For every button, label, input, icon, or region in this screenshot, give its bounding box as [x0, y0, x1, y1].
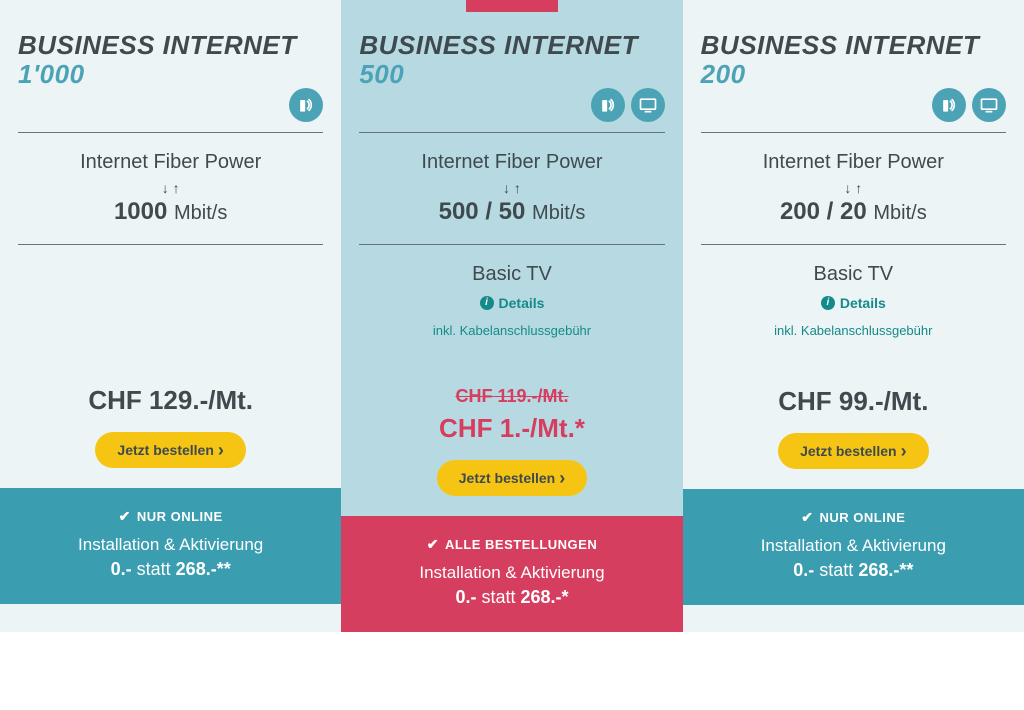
install-price: 0.- statt 268.-** — [701, 560, 1006, 581]
plan-header: BUSINESS INTERNET 500 — [341, 12, 682, 132]
price: CHF 1.-/Mt.* — [359, 413, 664, 444]
footer-badge: ✔ NUR ONLINE — [119, 508, 223, 525]
speed-arrows-icon: ↓ ↑ — [701, 180, 1006, 196]
install-price-bold: 0.- — [455, 587, 476, 607]
speed-unit: Mbit/s — [873, 202, 926, 224]
tv-title: Basic TV — [359, 263, 664, 286]
details-link[interactable]: i Details — [821, 295, 886, 311]
plan-subtitle: 500 — [359, 59, 664, 90]
footer-badge-text: NUR ONLINE — [819, 510, 905, 525]
fiber-section: Internet Fiber Power ↓ ↑ 200 / 20 Mbit/s — [683, 133, 1024, 244]
fiber-title: Internet Fiber Power — [701, 151, 1006, 174]
price-section: CHF 99.-/Mt. Jetzt bestellen — [683, 356, 1024, 489]
tv-section — [0, 245, 341, 355]
check-icon: ✔ — [427, 536, 439, 553]
install-price-old: 268.-** — [858, 560, 913, 580]
speed-arrows-icon: ↓ ↑ — [359, 180, 664, 196]
plan-column-0: BUSINESS INTERNET 1'000 Internet Fiber P… — [0, 0, 341, 632]
fiber-section: Internet Fiber Power ↓ ↑ 500 / 50 Mbit/s — [341, 133, 682, 244]
plan-subtitle: 1'000 — [18, 59, 323, 90]
cable-note: inkl. Kabelanschlussgebühr — [701, 323, 1006, 338]
plan-footer: ✔ NUR ONLINE Installation & Aktivierung … — [683, 489, 1024, 605]
details-label: Details — [840, 295, 886, 311]
footer-badge-text: NUR ONLINE — [137, 509, 223, 524]
speed-bold: 1000 — [114, 198, 167, 225]
speed-bold: 200 / 20 — [780, 198, 867, 225]
speed-value: 1000 Mbit/s — [18, 198, 323, 226]
router-icon — [932, 88, 966, 122]
tv-icon — [631, 88, 665, 122]
router-icon — [289, 88, 323, 122]
footer-badge-text: ALLE BESTELLUNGEN — [445, 537, 597, 552]
fiber-title: Internet Fiber Power — [359, 151, 664, 174]
speed-value: 200 / 20 Mbit/s — [701, 198, 1006, 226]
install-label: Installation & Aktivierung — [18, 535, 323, 555]
router-icon — [591, 88, 625, 122]
plan-footer: ✔ NUR ONLINE Installation & Aktivierung … — [0, 488, 341, 604]
tv-title: Basic TV — [701, 263, 1006, 286]
price-section: CHF 129.-/Mt. Jetzt bestellen — [0, 355, 341, 488]
install-price: 0.- statt 268.-* — [359, 587, 664, 608]
plan-header: BUSINESS INTERNET 200 — [683, 12, 1024, 132]
top-badge — [683, 0, 1024, 12]
price: CHF 99.-/Mt. — [701, 386, 1006, 417]
order-label: Jetzt bestellen — [117, 442, 213, 458]
top-badge — [466, 0, 558, 12]
details-label: Details — [499, 295, 545, 311]
check-icon: ✔ — [119, 508, 131, 525]
install-label: Installation & Aktivierung — [701, 536, 1006, 556]
price: CHF 129.-/Mt. — [18, 385, 323, 416]
cable-note: inkl. Kabelanschlussgebühr — [359, 323, 664, 338]
order-button[interactable]: Jetzt bestellen — [95, 432, 245, 468]
plan-title: BUSINESS INTERNET — [359, 32, 664, 59]
order-label: Jetzt bestellen — [800, 443, 896, 459]
install-price: 0.- statt 268.-** — [18, 559, 323, 580]
tv-icon — [972, 88, 1006, 122]
top-badge — [0, 0, 341, 12]
price-section: CHF 119.-/Mt. CHF 1.-/Mt.* Jetzt bestellen — [341, 356, 682, 516]
plan-footer: ✔ ALLE BESTELLUNGEN Installation & Aktiv… — [341, 516, 682, 632]
speed-unit: Mbit/s — [532, 202, 585, 224]
speed-value: 500 / 50 Mbit/s — [359, 198, 664, 226]
plan-column-1: BUSINESS INTERNET 500 Internet Fiber Pow… — [341, 0, 682, 632]
install-statt: statt — [481, 587, 515, 607]
footer-badge: ✔ ALLE BESTELLUNGEN — [427, 536, 597, 553]
install-price-old: 268.-* — [521, 587, 569, 607]
footer-badge: ✔ NUR ONLINE — [801, 509, 905, 526]
tv-section: Basic TV i Details inkl. Kabelanschlussg… — [683, 245, 1024, 356]
plan-subtitle: 200 — [701, 59, 1006, 90]
check-icon: ✔ — [801, 509, 813, 526]
fiber-section: Internet Fiber Power ↓ ↑ 1000 Mbit/s — [0, 133, 341, 244]
install-statt: statt — [819, 560, 853, 580]
install-price-bold: 0.- — [793, 560, 814, 580]
info-icon: i — [821, 296, 835, 310]
plan-icons — [591, 88, 665, 122]
order-button[interactable]: Jetzt bestellen — [778, 433, 928, 469]
old-price: CHF 119.-/Mt. — [359, 386, 664, 407]
speed-arrows-icon: ↓ ↑ — [18, 180, 323, 196]
tv-section: Basic TV i Details inkl. Kabelanschlussg… — [341, 245, 682, 356]
install-label: Installation & Aktivierung — [359, 563, 664, 583]
install-price-old: 268.-** — [176, 559, 231, 579]
install-price-bold: 0.- — [111, 559, 132, 579]
plan-icons — [932, 88, 1006, 122]
speed-unit: Mbit/s — [174, 202, 227, 224]
plan-column-2: BUSINESS INTERNET 200 Internet Fiber Pow… — [683, 0, 1024, 632]
plan-title: BUSINESS INTERNET — [701, 32, 1006, 59]
speed-bold: 500 / 50 — [439, 198, 526, 225]
info-icon: i — [480, 296, 494, 310]
fiber-title: Internet Fiber Power — [18, 151, 323, 174]
order-label: Jetzt bestellen — [459, 470, 555, 486]
details-link[interactable]: i Details — [480, 295, 545, 311]
plan-header: BUSINESS INTERNET 1'000 — [0, 12, 341, 132]
plan-title: BUSINESS INTERNET — [18, 32, 323, 59]
order-button[interactable]: Jetzt bestellen — [437, 460, 587, 496]
install-statt: statt — [137, 559, 171, 579]
plan-icons — [289, 88, 323, 122]
